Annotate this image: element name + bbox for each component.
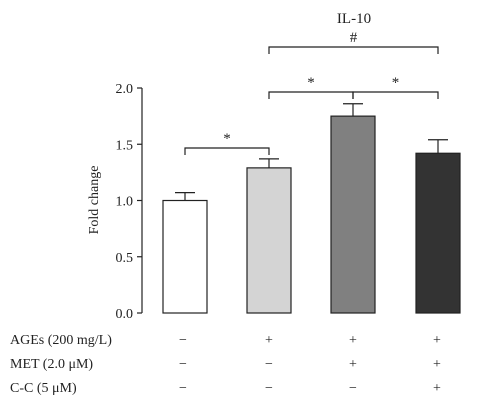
condition-label-1: AGEs (200 mg/L) bbox=[10, 333, 112, 348]
significance-bracket-4 bbox=[268, 46, 439, 54]
significance-label-2: * bbox=[307, 75, 315, 91]
significance-bracket-2 bbox=[268, 91, 354, 99]
condition-sign: + bbox=[265, 333, 273, 348]
y-tick-label: 0.5 bbox=[116, 251, 134, 266]
condition-sign: + bbox=[349, 333, 357, 348]
bar-1 bbox=[162, 199, 208, 314]
y-tick-label: 0.0 bbox=[116, 307, 134, 322]
condition-sign: − bbox=[179, 381, 187, 396]
significance-bracket-3 bbox=[352, 91, 439, 99]
condition-sign: − bbox=[265, 381, 273, 396]
chart-title: IL-10 bbox=[337, 11, 371, 27]
condition-table: AGEs (200 mg/L) − + + + MET (2.0 μM) − − + + C-C (… bbox=[10, 333, 441, 396]
condition-sign: + bbox=[433, 381, 441, 396]
condition-sign: + bbox=[349, 357, 357, 372]
significance-label-4: # bbox=[350, 30, 358, 46]
bars bbox=[162, 115, 461, 314]
condition-sign: + bbox=[433, 333, 441, 348]
significance-brackets: * * * # bbox=[184, 30, 439, 155]
significance-label-3: * bbox=[392, 75, 400, 91]
significance-label-1: * bbox=[223, 131, 231, 147]
condition-sign: − bbox=[265, 357, 273, 372]
y-axis: 0.0 0.5 1.0 1.5 2.0 bbox=[116, 82, 143, 322]
bar-2 bbox=[246, 167, 292, 314]
condition-sign: + bbox=[433, 357, 441, 372]
condition-sign: − bbox=[179, 333, 187, 348]
significance-bracket-1 bbox=[184, 147, 270, 155]
condition-label-2: MET (2.0 μM) bbox=[10, 357, 93, 372]
bar-4 bbox=[415, 152, 461, 314]
y-tick-label: 1.0 bbox=[116, 195, 134, 210]
y-tick-label: 2.0 bbox=[116, 82, 134, 97]
error-bars bbox=[175, 103, 448, 201]
y-axis-title: Fold change bbox=[87, 166, 102, 235]
condition-label-3: C-C (5 μM) bbox=[10, 381, 77, 396]
bar-3 bbox=[330, 115, 376, 314]
condition-sign: − bbox=[349, 381, 357, 396]
y-tick-label: 1.5 bbox=[116, 138, 134, 153]
condition-sign: − bbox=[179, 357, 187, 372]
